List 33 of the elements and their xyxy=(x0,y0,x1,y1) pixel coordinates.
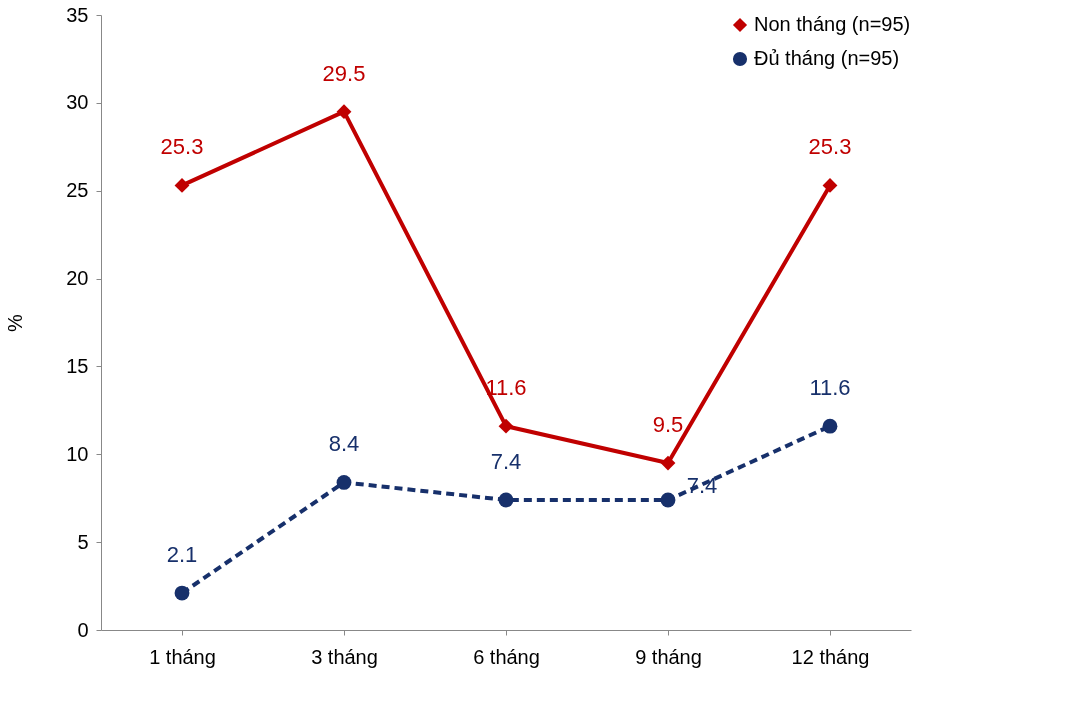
point xyxy=(498,418,514,434)
point xyxy=(336,475,352,490)
y-tick-label: 30 xyxy=(66,91,89,114)
point xyxy=(174,585,190,601)
x-tick-label: 12 tháng xyxy=(791,645,870,668)
legend-label: Non tháng (n=95) xyxy=(754,13,911,35)
data-label: 9.5 xyxy=(652,412,684,438)
x-tick-label: 1 tháng xyxy=(149,645,216,668)
y-tick-label: 15 xyxy=(66,354,89,377)
data-label: 11.6 xyxy=(809,375,851,401)
data-label: 25.3 xyxy=(160,134,204,160)
x-tick-label: 9 tháng xyxy=(635,645,702,668)
y-axis-title: % xyxy=(4,313,27,332)
y-tick-label: 10 xyxy=(66,442,89,465)
y-tick-label: 0 xyxy=(77,618,89,641)
y-tick-label: 25 xyxy=(66,179,89,202)
point xyxy=(336,104,352,120)
x-tick-label: 3 tháng xyxy=(311,645,378,668)
data-label: 7.4 xyxy=(490,448,522,474)
data-label: 2.1 xyxy=(166,542,198,568)
data-label: 29.5 xyxy=(322,60,366,86)
data-label: 11.6 xyxy=(485,375,527,401)
y-tick-label: 5 xyxy=(77,530,89,553)
legend-label: Đủ tháng (n=95) xyxy=(754,47,900,69)
y-tick-label: 20 xyxy=(66,267,89,290)
data-label: 8.4 xyxy=(328,431,360,457)
x-tick-label: 6 tháng xyxy=(473,645,540,668)
point xyxy=(498,492,514,508)
y-tick-label: 35 xyxy=(66,3,89,26)
point xyxy=(660,492,676,508)
data-label: 25.3 xyxy=(808,134,852,160)
point xyxy=(660,455,676,471)
point xyxy=(822,418,838,434)
